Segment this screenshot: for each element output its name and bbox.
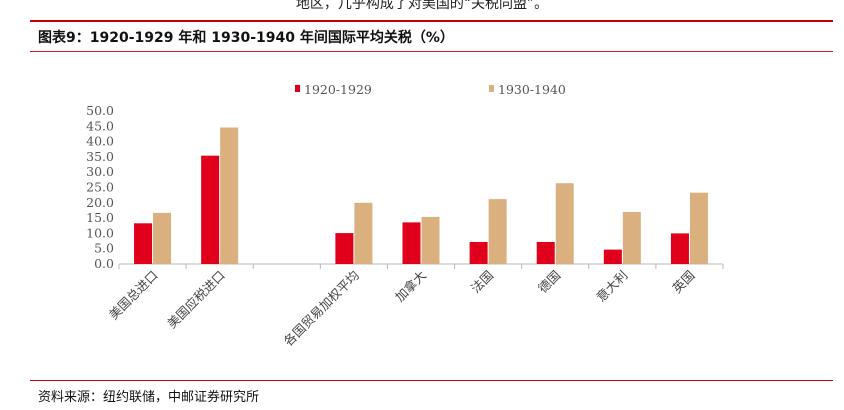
x-tick-label: 德国 bbox=[535, 268, 563, 296]
bar-2 bbox=[153, 212, 172, 264]
legend-label-2: 1930-1940 bbox=[498, 82, 566, 97]
x-tick-label: 各国贸易加权平均 bbox=[281, 268, 362, 349]
legend-swatch-2 bbox=[489, 85, 494, 92]
y-tick-label: 15.0 bbox=[86, 210, 114, 225]
bar-2 bbox=[488, 199, 507, 264]
bar-1 bbox=[402, 222, 421, 264]
bar-2 bbox=[421, 216, 440, 264]
title-rule bbox=[30, 51, 833, 52]
bar-chart: 0.05.010.015.020.025.030.035.040.045.050… bbox=[86, 82, 724, 349]
y-tick-label: 50.0 bbox=[86, 103, 114, 118]
x-tick-label: 美国应税进口 bbox=[164, 268, 228, 332]
legend-swatch-1 bbox=[295, 85, 300, 92]
bar-1 bbox=[603, 249, 622, 264]
y-tick-label: 30.0 bbox=[86, 164, 114, 179]
x-tick-label: 加拿大 bbox=[392, 268, 429, 305]
figure-title: 图表9：1920-1929 年和 1930-1940 年间国际平均关税（%） bbox=[38, 30, 454, 46]
bar-2 bbox=[555, 183, 574, 264]
x-tick-label: 意大利 bbox=[593, 268, 630, 305]
source-note: 资料来源：纽约联储，中邮证券研究所 bbox=[38, 390, 260, 405]
bar-1 bbox=[134, 223, 153, 264]
bar-2 bbox=[689, 192, 708, 264]
y-tick-label: 20.0 bbox=[86, 195, 114, 210]
intro-text-fragment: 地区，几乎构成了对美国的“关税同盟”。 bbox=[295, 0, 549, 12]
y-tick-label: 25.0 bbox=[86, 180, 114, 195]
bar-1 bbox=[335, 233, 354, 264]
x-tick-label: 法国 bbox=[468, 268, 496, 296]
bar-1 bbox=[670, 233, 689, 264]
y-tick-label: 40.0 bbox=[86, 134, 114, 149]
bar-2 bbox=[220, 127, 239, 264]
x-tick-label: 英国 bbox=[669, 268, 697, 296]
bar-1 bbox=[469, 241, 488, 264]
bar-1 bbox=[536, 241, 555, 264]
bar-1 bbox=[201, 155, 220, 264]
bar-2 bbox=[354, 202, 373, 264]
y-tick-label: 5.0 bbox=[94, 241, 114, 256]
bar-2 bbox=[622, 211, 641, 264]
legend-label-1: 1920-1929 bbox=[304, 82, 372, 97]
y-tick-label: 0.0 bbox=[94, 256, 114, 271]
y-tick-label: 45.0 bbox=[86, 118, 114, 133]
y-tick-label: 10.0 bbox=[86, 225, 114, 240]
y-tick-label: 35.0 bbox=[86, 149, 114, 164]
x-tick-label: 美国总进口 bbox=[106, 268, 161, 323]
top-rule bbox=[30, 20, 833, 22]
bottom-rule bbox=[30, 380, 833, 381]
